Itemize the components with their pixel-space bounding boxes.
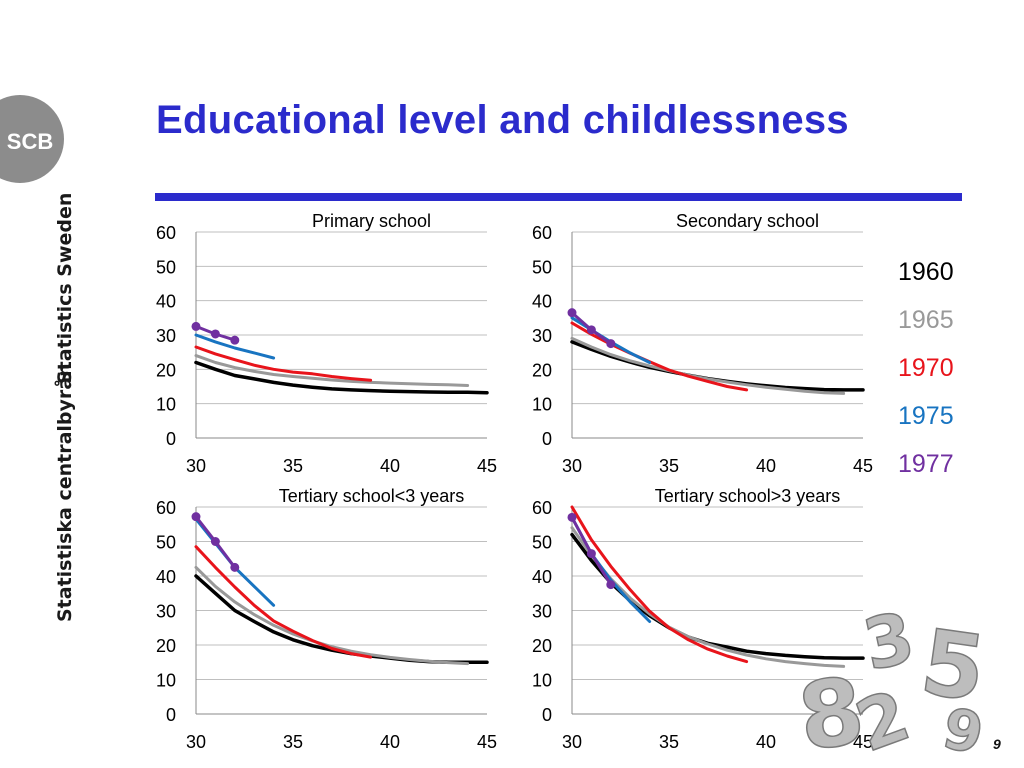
scb-logo-circle — [0, 95, 64, 183]
deco-digit-5: 5 — [915, 610, 992, 723]
y-tick-label: 10 — [532, 671, 552, 691]
x-tick-label: 30 — [186, 732, 206, 752]
chart-2: 0 10 20 30 40 50 60 30 35 40 45 Secondary school — [532, 211, 873, 476]
x-tick-label: 35 — [659, 456, 679, 476]
series-point-1977 — [586, 325, 596, 335]
y-tick-label: 30 — [156, 602, 176, 622]
series-point-1977 — [606, 339, 616, 349]
series-point-1977 — [191, 321, 201, 331]
y-tick-label: 20 — [532, 636, 552, 656]
series-line-1970 — [194, 545, 373, 659]
y-tick-label: 0 — [542, 705, 552, 725]
y-tick-label: 40 — [532, 567, 552, 587]
chart-1: 0 10 20 30 40 50 60 30 35 40 45 Primary school — [156, 211, 497, 476]
chart-title: Secondary school — [676, 211, 819, 231]
y-tick-label: 30 — [532, 326, 552, 346]
chart-4: 0 10 20 30 40 50 60 30 35 40 45 Tertiary school>3 y… — [532, 486, 873, 752]
deco-digit-3: 3 — [856, 600, 921, 687]
legend: 1960 1965 1970 1975 1977 — [898, 254, 954, 494]
y-tick-label: 0 — [542, 429, 552, 449]
series-point-1977 — [567, 308, 577, 318]
decorative-numbers-art: 3 5 8 2 9 — [791, 600, 992, 760]
legend-item-1975: 1975 — [898, 402, 954, 430]
legend-item-1970: 1970 — [898, 354, 954, 382]
x-tick-label: 35 — [283, 732, 303, 752]
x-tick-label: 45 — [477, 732, 497, 752]
series-line-1970 — [570, 321, 749, 392]
chart-title: Primary school — [312, 211, 431, 231]
legend-item-1965: 1965 — [898, 306, 954, 334]
series-point-1977 — [210, 537, 220, 546]
y-tick-label: 50 — [156, 533, 176, 553]
y-tick-label: 10 — [532, 395, 552, 415]
x-tick-label: 35 — [283, 456, 303, 476]
y-tick-label: 30 — [156, 326, 176, 346]
series-point-1977 — [567, 512, 577, 522]
x-tick-label: 30 — [562, 456, 582, 476]
y-tick-label: 20 — [532, 360, 552, 380]
x-tick-label: 45 — [477, 456, 497, 476]
y-tick-label: 40 — [532, 292, 552, 312]
series-line-1970 — [570, 505, 749, 664]
series-line-1970 — [194, 345, 373, 382]
series-point-1977 — [210, 329, 220, 339]
series-point-1977 — [191, 512, 201, 522]
y-tick-label: 50 — [532, 533, 552, 553]
series-line-1965 — [194, 565, 470, 666]
y-tick-label: 10 — [156, 671, 176, 691]
scb-logo-text: SCB — [7, 129, 53, 154]
series-line-1975 — [194, 333, 276, 360]
series-point-1977 — [606, 580, 616, 590]
y-tick-label: 50 — [532, 257, 552, 277]
y-tick-label: 50 — [156, 257, 176, 277]
y-tick-label: 40 — [156, 567, 176, 587]
y-tick-label: 0 — [166, 429, 176, 449]
chart-title: Tertiary school>3 years — [655, 486, 841, 506]
title-underline — [155, 193, 962, 201]
y-tick-label: 60 — [156, 498, 176, 518]
series-point-1977 — [230, 562, 240, 572]
legend-item-1977: 1977 — [898, 450, 954, 478]
x-tick-label: 40 — [380, 456, 400, 476]
y-tick-label: 60 — [532, 498, 552, 518]
scb-logo: SCB — [0, 95, 64, 183]
y-tick-label: 10 — [156, 395, 176, 415]
x-tick-label: 40 — [380, 732, 400, 752]
y-tick-label: 20 — [156, 636, 176, 656]
y-tick-label: 60 — [532, 223, 552, 243]
series-line-1965 — [570, 336, 846, 395]
y-tick-label: 0 — [166, 705, 176, 725]
x-tick-label: 30 — [186, 456, 206, 476]
y-tick-label: 40 — [156, 292, 176, 312]
y-tick-label: 20 — [156, 360, 176, 380]
x-tick-label: 45 — [853, 456, 873, 476]
series-line-1960 — [194, 360, 489, 395]
page-number: 9 — [993, 736, 1001, 752]
chart-3: 0 10 20 30 40 50 60 30 35 40 45 Tertiary school<3 y… — [156, 486, 497, 752]
x-tick-label: 35 — [659, 732, 679, 752]
series-line-1965 — [194, 354, 470, 387]
series-point-1977 — [586, 549, 596, 559]
x-tick-label: 30 — [562, 732, 582, 752]
series-point-1977 — [230, 335, 240, 345]
legend-item-1960: 1960 — [898, 258, 954, 286]
y-tick-label: 30 — [532, 602, 552, 622]
slide-title: Educational level and childlessness — [156, 98, 849, 142]
x-tick-label: 40 — [756, 732, 776, 752]
x-tick-label: 45 — [853, 732, 873, 752]
y-tick-label: 60 — [156, 223, 176, 243]
x-tick-label: 40 — [756, 456, 776, 476]
chart-title: Tertiary school<3 years — [279, 486, 465, 506]
